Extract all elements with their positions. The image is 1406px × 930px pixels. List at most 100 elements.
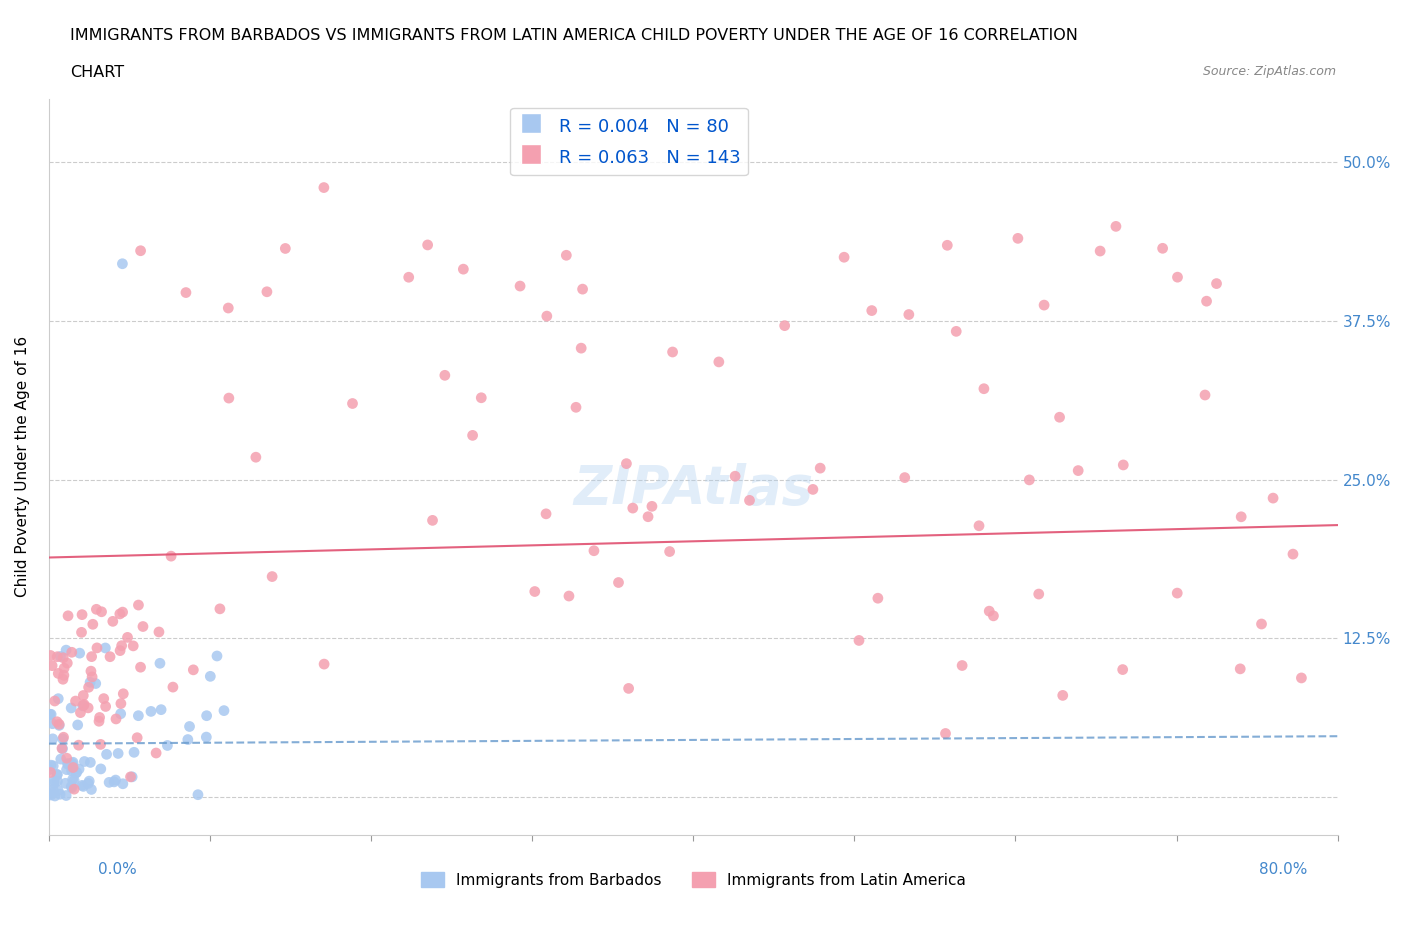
Point	[46, 691, 69, 706]
Point	[1250, 617, 1272, 631]
Point	[41, 658, 63, 673]
Point	[41, 731, 63, 746]
Point	[70, 777, 93, 792]
Point	[1052, 688, 1074, 703]
Point	[52, 730, 75, 745]
Point	[55, 788, 77, 803]
Point	[105, 711, 128, 726]
Point	[1195, 294, 1218, 309]
Point	[42, 759, 65, 774]
Point	[1229, 661, 1251, 676]
Point	[93, 691, 115, 706]
Point	[87, 714, 110, 729]
Point	[1028, 587, 1050, 602]
Point	[38, 762, 60, 777]
Point	[77, 774, 100, 789]
Point	[934, 726, 956, 741]
Point	[617, 681, 640, 696]
Point	[832, 250, 855, 265]
Point	[41, 716, 63, 731]
Point	[55, 763, 77, 777]
Point	[866, 591, 889, 605]
Point	[72, 779, 94, 794]
Point	[582, 543, 605, 558]
Point	[55, 776, 77, 790]
Point	[67, 762, 90, 777]
Point	[808, 460, 831, 475]
Point	[60, 780, 83, 795]
Point	[1205, 276, 1227, 291]
Point	[46, 767, 69, 782]
Point	[52, 671, 75, 686]
Point	[63, 773, 86, 788]
Point	[39, 648, 62, 663]
Point	[65, 694, 87, 709]
Point	[51, 741, 73, 756]
Point	[98, 649, 121, 664]
Point	[218, 391, 240, 405]
Point	[90, 737, 112, 751]
Point	[56, 756, 79, 771]
Point	[453, 261, 475, 276]
Point	[177, 732, 200, 747]
Point	[738, 493, 761, 508]
Point	[69, 645, 91, 660]
Point	[111, 777, 134, 791]
Point	[49, 787, 72, 802]
Point	[48, 718, 70, 733]
Point	[39, 758, 62, 773]
Point	[621, 500, 644, 515]
Point	[77, 776, 100, 790]
Point	[205, 648, 228, 663]
Point	[979, 604, 1001, 618]
Point	[127, 598, 149, 613]
Point	[39, 765, 62, 780]
Point	[72, 698, 94, 713]
Point	[893, 471, 915, 485]
Point	[121, 769, 143, 784]
Point	[312, 180, 335, 195]
Point	[558, 589, 581, 604]
Point	[1282, 547, 1305, 562]
Point	[82, 617, 104, 631]
Point	[41, 785, 63, 800]
Point	[314, 657, 336, 671]
Point	[46, 767, 69, 782]
Point	[461, 428, 484, 443]
Point	[39, 707, 62, 722]
Point	[1088, 244, 1111, 259]
Point	[658, 544, 681, 559]
Point	[62, 760, 84, 775]
Point	[342, 396, 364, 411]
Point	[1166, 270, 1188, 285]
Point	[1194, 388, 1216, 403]
Point	[256, 285, 278, 299]
Point	[1230, 510, 1253, 525]
Point	[641, 498, 664, 513]
Point	[1067, 463, 1090, 478]
Point	[422, 513, 444, 528]
Point	[60, 779, 83, 794]
Point	[73, 754, 96, 769]
Point	[117, 630, 139, 644]
Point	[65, 765, 87, 780]
Point	[44, 789, 66, 804]
Point	[51, 741, 73, 756]
Point	[63, 782, 86, 797]
Point	[120, 769, 142, 784]
Point	[127, 709, 149, 724]
Point	[707, 354, 730, 369]
Point	[470, 391, 492, 405]
Point	[110, 697, 132, 711]
Point	[56, 757, 79, 772]
Point	[73, 697, 96, 711]
Point	[983, 608, 1005, 623]
Point	[156, 738, 179, 753]
Point	[945, 324, 967, 339]
Point	[101, 614, 124, 629]
Point	[94, 641, 117, 656]
Text: CHART: CHART	[70, 65, 124, 80]
Point	[162, 680, 184, 695]
Point	[111, 638, 134, 653]
Point	[195, 709, 218, 724]
